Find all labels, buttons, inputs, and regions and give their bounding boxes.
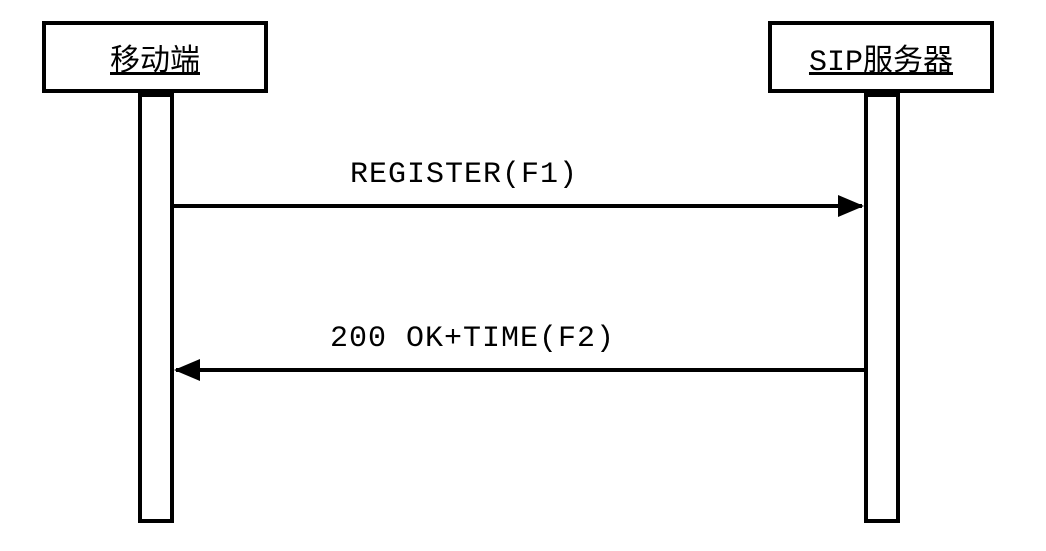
participant-label-sip-server: SIP服务器 <box>809 35 953 80</box>
message-label-200ok: 200 OK+TIME(F2) <box>330 322 615 356</box>
sequence-diagram: 移动端 SIP服务器 REGISTER(F1) 200 OK+TIME(F2) <box>0 0 1046 551</box>
message-label-register: REGISTER(F1) <box>350 158 578 192</box>
participant-box-mobile: 移动端 <box>42 21 268 93</box>
participant-box-sip-server: SIP服务器 <box>768 21 994 93</box>
participant-label-mobile: 移动端 <box>110 35 200 80</box>
arrowhead-register <box>838 195 864 217</box>
message-line-200ok <box>176 368 864 372</box>
message-line-register <box>174 204 862 208</box>
lifebar-mobile <box>138 93 174 523</box>
lifebar-sip-server <box>864 93 900 523</box>
arrowhead-200ok <box>174 359 200 381</box>
